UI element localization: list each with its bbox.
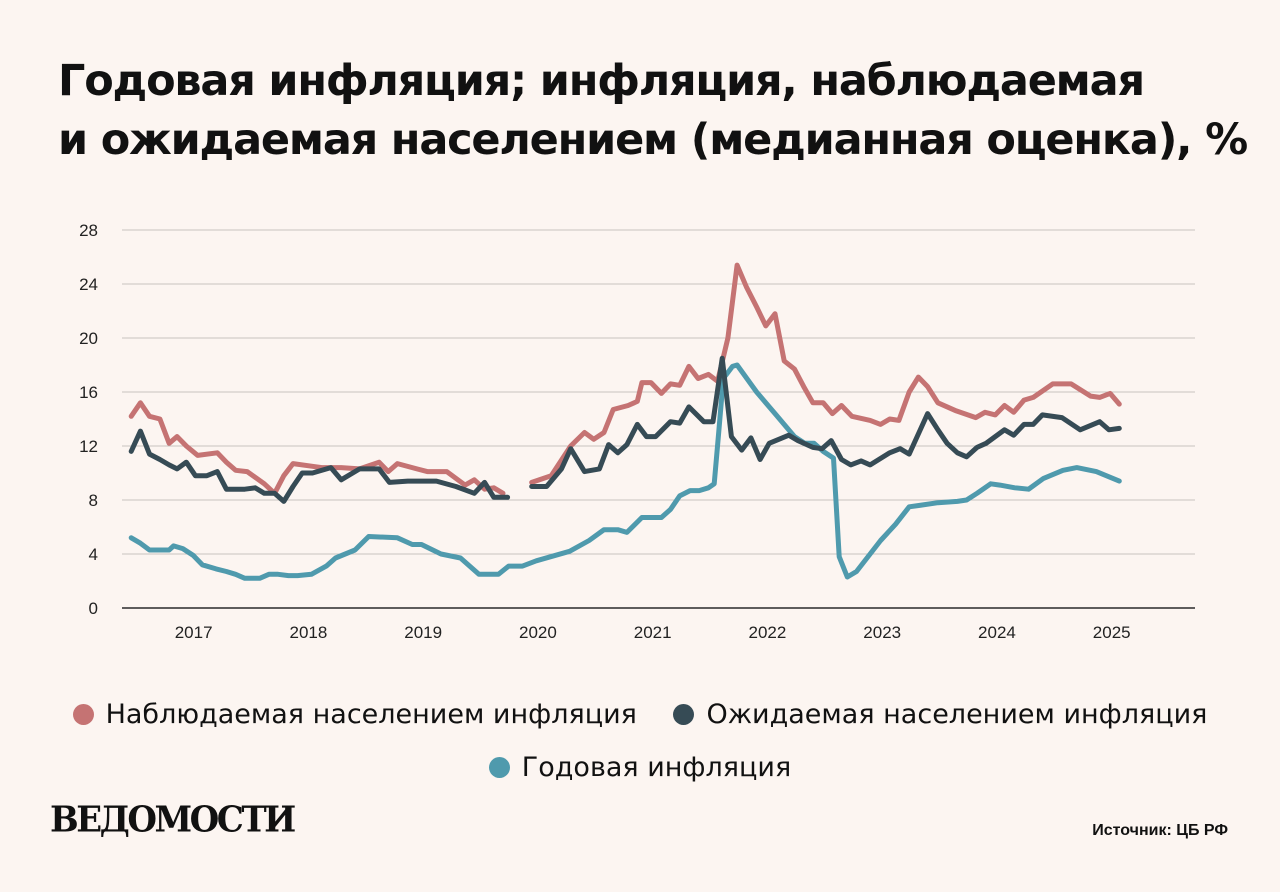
y-axis-tick-labels: 0 4 8 12 16 20 24 28 [79, 221, 98, 618]
chart-title: Годовая инфляция; инфляция, наблюдаемая … [58, 52, 1248, 170]
y-tick-label: 8 [89, 491, 98, 510]
x-tick-label: 2020 [519, 623, 557, 642]
series-line-expected-segment-0 [128, 428, 511, 504]
y-tick-label: 28 [79, 221, 98, 240]
x-tick-label: 2018 [289, 623, 327, 642]
x-tick-label: 2024 [978, 623, 1016, 642]
x-tick-label: 2025 [1093, 623, 1131, 642]
legend-row-2: Годовая инфляция [0, 752, 1280, 785]
x-tick-label: 2022 [749, 623, 787, 642]
legend-row-1: Наблюдаемая населением инфляция Ожидаема… [0, 699, 1280, 732]
legend-label-expected: Ожидаемая населением инфляция [706, 699, 1208, 730]
series-line-annual-segment-0 [128, 362, 1122, 581]
legend-item-expected: Ожидаемая населением инфляция [673, 699, 1207, 730]
legend-item-observed: Наблюдаемая населением инфляция [72, 699, 637, 730]
y-tick-label: 4 [89, 545, 98, 564]
legend-label-observed: Наблюдаемая населением инфляция [105, 699, 637, 730]
legend-dot-observed [72, 704, 94, 725]
legend-label-annual: Годовая инфляция [521, 752, 792, 783]
x-tick-label: 2023 [863, 623, 901, 642]
y-tick-label: 20 [79, 329, 98, 348]
y-tick-label: 16 [79, 383, 98, 402]
x-axis-tick-labels: 2017 2018 2019 2020 2021 2022 2023 2024 2025 [175, 623, 1131, 642]
y-tick-label: 0 [89, 599, 98, 618]
y-tick-label: 24 [79, 275, 98, 294]
legend-item-annual: Годовая инфляция [488, 752, 792, 783]
source-note: Источник: ЦБ РФ [1092, 822, 1228, 839]
legend-dot-annual [488, 757, 510, 778]
legend-dot-expected [673, 704, 695, 725]
series-line-expected-segment-1 [529, 355, 1122, 489]
chart-title-line-1: Годовая инфляция; инфляция, наблюдаемая [58, 56, 1145, 106]
chart-title-line-2: и ожидаемая населением (медианная оценка… [58, 115, 1248, 165]
chart-series [128, 262, 1122, 581]
vedomosti-logo: ВЕДОМОСТИ [50, 799, 296, 841]
y-tick-label: 12 [79, 437, 98, 456]
chart-grid [122, 229, 1195, 609]
x-tick-label: 2017 [175, 623, 213, 642]
x-tick-label: 2021 [634, 623, 672, 642]
x-tick-label: 2019 [404, 623, 442, 642]
series-line-observed-segment-0 [128, 400, 506, 496]
series-line-observed-segment-1 [529, 262, 1122, 485]
